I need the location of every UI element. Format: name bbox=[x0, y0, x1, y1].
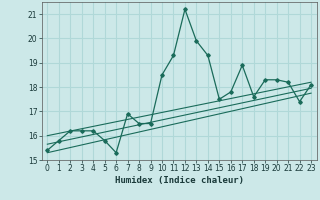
X-axis label: Humidex (Indice chaleur): Humidex (Indice chaleur) bbox=[115, 176, 244, 185]
